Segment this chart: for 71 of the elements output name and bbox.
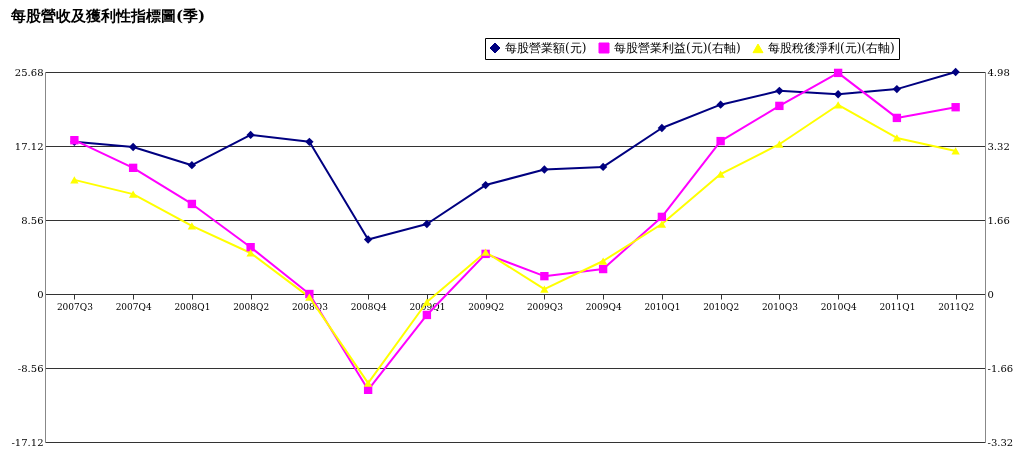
point [716,136,725,146]
x-tick-label: 2010Q1 [644,301,681,312]
point [833,68,843,78]
point [716,170,725,178]
legend-label: 每股稅後淨利(元)(右軸) [768,41,895,56]
point [892,113,902,123]
x-tick-label: 2011Q2 [938,301,975,312]
y2-tick-label: -3.32 [987,436,1014,448]
x-tick-label: 2011Q1 [879,301,916,312]
y2-tick-label: 4.98 [987,66,1010,78]
x-tick-label: 2009Q4 [585,301,622,312]
point [775,86,784,96]
point [422,219,432,229]
point [187,199,197,209]
x-tick-label: 2010Q3 [761,301,799,312]
point [187,161,197,170]
point [657,220,667,228]
x-tick-label: 2007Q3 [56,301,94,312]
x-tick-label: 2007Q4 [115,301,152,312]
point [187,222,197,230]
point [540,285,549,293]
point [775,140,784,148]
y2-tick-label: 3.32 [987,140,1010,152]
y2-tick-label: -1.66 [987,362,1014,374]
x-tick-label: 2009Q2 [468,301,505,312]
point [246,243,255,252]
x-tick-label: 2008Q1 [174,301,211,312]
point [833,101,843,109]
y2-tick-label: 1.66 [987,214,1010,226]
point [540,165,549,174]
point [305,137,314,147]
point [246,249,255,257]
legend-label: 每股營業利益(元)(右軸) [614,41,741,55]
x-tick-label: 2010Q2 [703,301,740,312]
point [246,130,255,140]
point [422,310,432,320]
legend-label: 每股營業額(元) [505,41,587,55]
point [598,162,608,172]
x-tick-label: 2010Q4 [820,301,857,312]
point [128,142,138,152]
x-tick-label: 2009Q3 [526,301,564,312]
y-tick-label: -8.56 [17,362,44,374]
y-tick-label: 25.68 [14,66,44,78]
chart-title: 每股營收及獲利性指標圖(季) [9,6,206,25]
y-tick-label: 8.56 [21,214,44,226]
point [128,190,138,198]
point [716,100,725,109]
y-tick-label: 0 [37,288,44,300]
point [70,176,79,184]
point [540,271,549,281]
point [128,163,138,173]
y2-tick-label: 0 [987,288,994,300]
point [951,103,960,112]
x-tick-label: 2008Q2 [233,301,270,312]
point [481,180,490,190]
point [833,90,843,99]
point [598,264,608,274]
point [892,134,902,142]
y-tick-label: 17.12 [14,140,44,152]
point [951,147,960,155]
point [657,212,667,222]
point [951,67,960,77]
point [892,84,902,94]
x-tick-label: 2008Q4 [350,301,387,312]
point [657,123,667,133]
point [305,293,314,301]
y-tick-label: -17.12 [11,436,44,448]
point [598,257,608,265]
point [363,235,373,244]
point [775,101,784,111]
point [363,379,373,387]
